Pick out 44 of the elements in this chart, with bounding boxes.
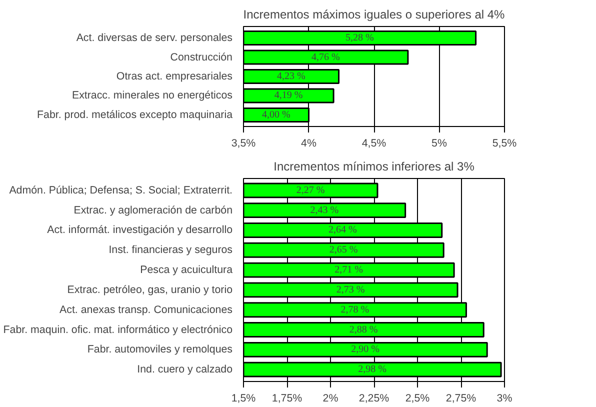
y-tick-label: Act. diversas de serv. personales bbox=[76, 32, 233, 44]
data-label: 2,43 % bbox=[310, 204, 339, 216]
y-tick-label: Extrac. petróleo, gas, uranio y torio bbox=[67, 284, 233, 296]
y-tick-label: Fabr. automoviles y remolques bbox=[87, 344, 232, 356]
y-tick-label: Fabr. maquin. ofic. mat. informático y electrónico bbox=[3, 324, 233, 336]
data-label: 5,28 % bbox=[345, 32, 374, 44]
data-label: 2,88 % bbox=[349, 324, 378, 336]
y-tick-label: Ind. cuero y calzado bbox=[137, 364, 233, 376]
x-tick-label: 1,75% bbox=[272, 392, 303, 404]
y-tick-label: Construcción bbox=[170, 51, 233, 64]
x-tick-label: 3,5% bbox=[231, 138, 256, 150]
x-tick-label: 4% bbox=[301, 138, 317, 150]
x-tick-label: 5,5% bbox=[492, 138, 518, 150]
data-label: 4,23 % bbox=[276, 71, 306, 82]
data-label: 2,73 % bbox=[336, 284, 365, 296]
data-label: 4,76 % bbox=[312, 52, 340, 63]
data-label: 4,19 % bbox=[274, 90, 303, 102]
chart-title: Incrementos máximos iguales o superiores al 4% bbox=[243, 8, 506, 22]
y-tick-label: Act. anexas transp. Comunicaciones bbox=[60, 304, 233, 316]
x-tick-label: 4,5% bbox=[362, 138, 387, 150]
x-tick-label: 5% bbox=[432, 138, 448, 150]
data-label: 2,65 % bbox=[329, 244, 358, 256]
y-tick-label: Extracc. minerales no energéticos bbox=[72, 90, 233, 102]
y-tick-label: Otras act. empresariales bbox=[116, 70, 233, 82]
data-label: 2,90 % bbox=[351, 344, 380, 356]
y-tick-label: Act. informát. investigación y desarrollo bbox=[47, 224, 233, 236]
x-tick-label: 1,5% bbox=[231, 392, 256, 404]
data-label: 2,71 % bbox=[334, 264, 363, 276]
data-label: 2,78 % bbox=[340, 304, 370, 316]
data-label: 4,00 % bbox=[262, 109, 290, 120]
y-tick-label: Extrac. y aglomeración de carbón bbox=[74, 204, 233, 216]
data-label: 2,27 % bbox=[296, 184, 325, 196]
x-tick-label: 2,25% bbox=[358, 392, 390, 404]
y-tick-label: Admón. Pública; Defensa; S. Social; Extraterrit. bbox=[9, 184, 233, 196]
y-tick-label: Fabr. prod. metálicos excepto maquinaria bbox=[37, 108, 233, 121]
chart-title: Incrementos mínimos inferiores al 3% bbox=[274, 160, 475, 174]
x-tick-label: 2,5% bbox=[405, 392, 430, 404]
x-tick-label: 2,75% bbox=[446, 392, 477, 404]
data-label: 2,64 % bbox=[328, 224, 357, 236]
y-tick-label: Pesca y acuicultura bbox=[140, 264, 233, 276]
x-tick-label: 2% bbox=[322, 392, 339, 404]
x-tick-label: 3% bbox=[496, 392, 513, 404]
data-label: 2,98 % bbox=[358, 364, 386, 376]
y-tick-label: Inst. financieras y seguros bbox=[108, 244, 233, 256]
